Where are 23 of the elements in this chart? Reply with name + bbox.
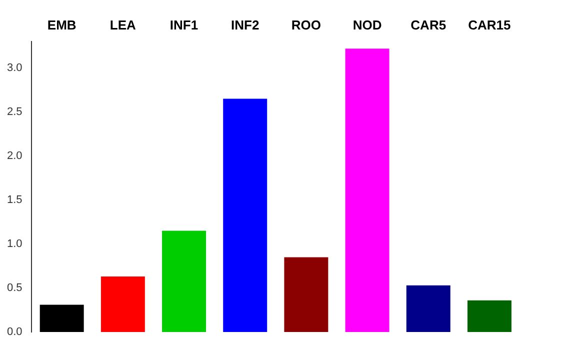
- bar: [100, 276, 145, 332]
- bar: [162, 230, 206, 332]
- x-tick-label: ROO: [291, 17, 322, 32]
- y-tick-label: 0.5: [6, 282, 22, 294]
- x-tick-label: NOD: [352, 17, 382, 32]
- bar: [467, 300, 512, 332]
- y-tick-label: 2.0: [6, 150, 22, 162]
- x-tick-label: INF1: [170, 17, 198, 32]
- y-tick-label: 0.0: [6, 326, 22, 338]
- bar: [284, 257, 328, 332]
- x-tick-label: INF2: [231, 17, 260, 32]
- bar: [223, 98, 268, 332]
- y-tick-label: 3.0: [6, 62, 22, 74]
- x-tick-label: EMB: [47, 17, 76, 32]
- bar: [345, 48, 390, 332]
- bar: [40, 304, 84, 332]
- y-tick-label: 2.5: [6, 106, 22, 118]
- y-tick-label: 1.5: [6, 194, 22, 206]
- x-tick-label: LEA: [110, 17, 137, 32]
- x-tick-label: CAR5: [410, 17, 446, 32]
- y-tick-label: 1.0: [6, 238, 22, 250]
- x-tick-label: CAR15: [468, 17, 511, 32]
- bar: [406, 285, 450, 332]
